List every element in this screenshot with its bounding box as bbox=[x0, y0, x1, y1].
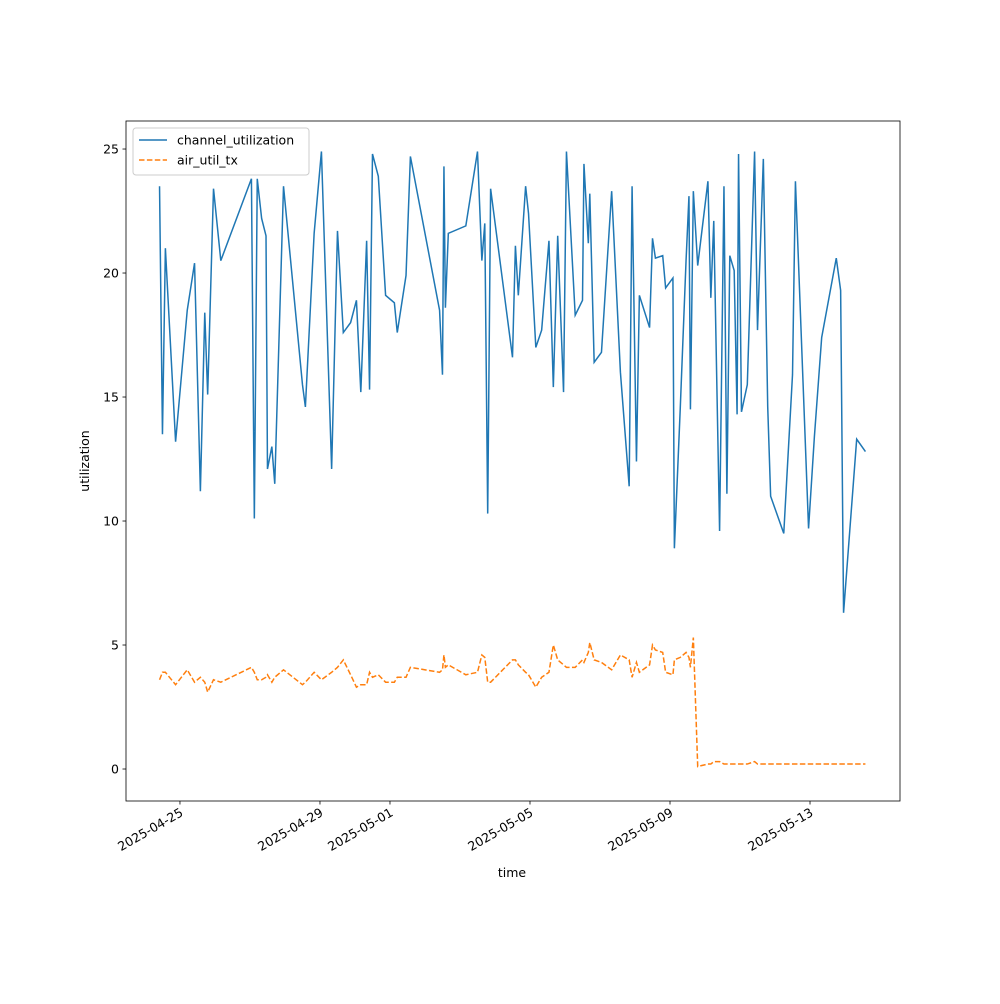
legend-box bbox=[132, 127, 310, 176]
x-axis-label: time bbox=[498, 865, 527, 880]
y-tick-label: 15 bbox=[103, 390, 119, 405]
y-tick-label: 25 bbox=[103, 142, 119, 157]
y-tick-label: 5 bbox=[111, 638, 119, 653]
y-axis-label: utilization bbox=[77, 430, 92, 491]
series-line bbox=[158, 151, 867, 613]
legend-label: air_util_tx bbox=[177, 153, 238, 168]
series-line bbox=[158, 637, 866, 768]
y-tick-label: 0 bbox=[111, 762, 119, 777]
y-tick-label: 20 bbox=[103, 266, 119, 281]
legend: channel_utilization air_util_tx bbox=[132, 127, 310, 176]
plot-frame bbox=[125, 120, 901, 802]
y-tick-label: 10 bbox=[103, 514, 119, 529]
legend-label: channel_utilization bbox=[177, 133, 294, 148]
